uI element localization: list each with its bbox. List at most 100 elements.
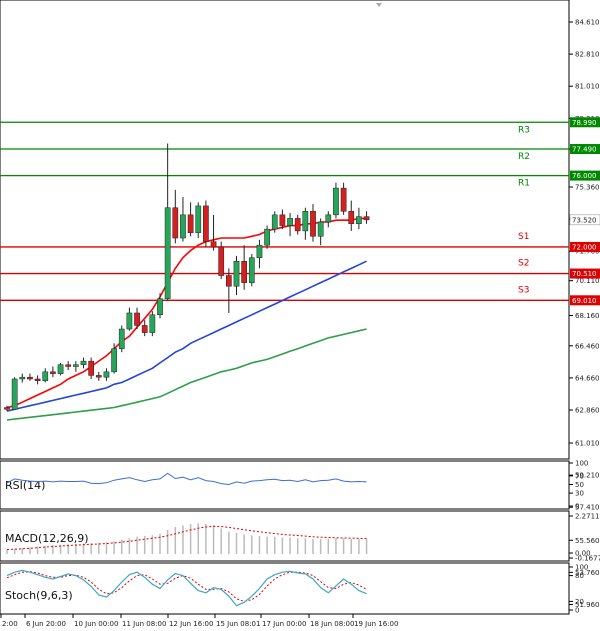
candle-body-up bbox=[271, 214, 278, 230]
candle-body-down bbox=[218, 246, 225, 276]
candle-body-up bbox=[264, 228, 270, 246]
candle-body-down bbox=[141, 325, 148, 333]
candle bbox=[302, 207, 309, 240]
level-name-r3: R3 bbox=[518, 125, 530, 135]
price-tick-label: 66.460 bbox=[575, 342, 600, 350]
level-badge-s3 bbox=[570, 295, 600, 306]
price-tick-label: 53.760 bbox=[575, 569, 600, 577]
candle bbox=[279, 209, 286, 230]
candle-body-up bbox=[73, 364, 79, 367]
candle bbox=[264, 225, 270, 249]
candle-body-up bbox=[256, 244, 263, 258]
candle-body-up bbox=[80, 360, 87, 365]
candle bbox=[333, 182, 339, 219]
rsi-tick-label: 50 bbox=[575, 481, 584, 489]
candle bbox=[348, 200, 355, 231]
candle bbox=[325, 211, 332, 228]
time-tick-label: 6 Jun 20:00 bbox=[26, 620, 66, 628]
moving-average-line bbox=[6, 328, 367, 421]
macd-tick-label: -0.1677 bbox=[575, 555, 600, 563]
candle-body-up bbox=[149, 314, 156, 333]
candle-body-down bbox=[172, 207, 179, 239]
candle bbox=[141, 320, 148, 337]
candle bbox=[241, 245, 248, 290]
candle-body-down bbox=[294, 218, 301, 232]
scroll-marker-icon[interactable] bbox=[376, 3, 382, 7]
candle bbox=[180, 197, 186, 242]
candle bbox=[149, 311, 156, 337]
stoch-tick-label: 100 bbox=[575, 564, 588, 572]
rsi-label: RSI(14) bbox=[5, 479, 45, 492]
candle bbox=[356, 207, 362, 230]
time-axis: 2:00 6 Jun 20:00 10 Jun 00:00 11 Jun 08:00 1… bbox=[0, 614, 398, 628]
macd-signal-line bbox=[6, 525, 367, 550]
candle bbox=[271, 211, 278, 233]
rsi-panel-frame bbox=[0, 460, 570, 510]
stoch-tick-label: 80 bbox=[575, 572, 584, 580]
candle bbox=[256, 239, 263, 269]
level-badge-s2 bbox=[570, 268, 600, 279]
candle bbox=[73, 361, 79, 372]
current-price-badge bbox=[569, 214, 600, 226]
candle-body-up bbox=[287, 218, 293, 226]
level-badge-label: 77.490 bbox=[572, 146, 597, 154]
candle-body-up bbox=[302, 211, 309, 232]
candle bbox=[42, 368, 49, 383]
candle-body-up bbox=[57, 364, 64, 374]
level-badge-r2 bbox=[570, 144, 600, 155]
time-tick-label: 18 Jun 08:00 bbox=[310, 620, 354, 628]
candle bbox=[210, 214, 217, 251]
price-panel-frame bbox=[0, 0, 570, 460]
level-badge-s1 bbox=[570, 241, 600, 252]
level-badge-label: 78.990 bbox=[572, 119, 597, 127]
candle-body-down bbox=[279, 214, 286, 226]
candle bbox=[103, 368, 110, 381]
rsi-tick-label: 70 bbox=[575, 472, 584, 480]
candle-body-up bbox=[157, 298, 163, 316]
candle-body-up bbox=[356, 216, 362, 225]
candle bbox=[126, 307, 133, 331]
candle bbox=[203, 200, 209, 247]
level-badge-label: 76.000 bbox=[572, 172, 597, 180]
candle bbox=[294, 214, 301, 235]
candle-body-up bbox=[180, 214, 186, 239]
candle-body-down bbox=[27, 376, 33, 380]
candle-body-up bbox=[11, 378, 18, 410]
candle bbox=[65, 361, 72, 371]
price-tick-label: 61.010 bbox=[575, 440, 600, 448]
stoch-d-line bbox=[6, 571, 367, 602]
candle-body-up bbox=[42, 371, 49, 382]
candle-body-down bbox=[340, 187, 347, 212]
candle-body-up bbox=[164, 207, 171, 299]
candle-body-down bbox=[34, 378, 41, 382]
candle bbox=[50, 366, 56, 378]
candle bbox=[195, 202, 202, 239]
stoch-panel-frame bbox=[0, 562, 570, 615]
candle bbox=[27, 373, 33, 381]
macd-label: MACD(12,26,9) bbox=[5, 532, 89, 545]
price-tick-label: 82.810 bbox=[575, 51, 600, 59]
candle bbox=[310, 204, 316, 242]
level-name-r1: R1 bbox=[518, 179, 530, 189]
level-badge-r1 bbox=[570, 170, 600, 181]
candle-body-down bbox=[187, 214, 194, 233]
candle-body-down bbox=[65, 364, 72, 367]
candle bbox=[111, 343, 117, 374]
candle-body-down bbox=[363, 216, 370, 221]
candle-body-up bbox=[111, 348, 117, 373]
candle-body-down bbox=[241, 260, 248, 283]
current-price-label: 73.520 bbox=[572, 216, 597, 224]
candle-body-up bbox=[19, 376, 26, 380]
rsi-tick-label: 30 bbox=[575, 490, 584, 498]
rsi-line bbox=[6, 472, 367, 486]
level-name-r2: R2 bbox=[518, 152, 530, 162]
time-tick-label: 11 Jun 08:00 bbox=[122, 620, 166, 628]
level-badge-label: 70.510 bbox=[572, 270, 597, 278]
candle-body-down bbox=[210, 241, 217, 248]
stoch-tick-label: 20 bbox=[575, 598, 584, 606]
macd-tick-label: 2.2711 bbox=[575, 513, 600, 521]
candle-body-up bbox=[325, 214, 332, 223]
candle bbox=[134, 307, 140, 330]
